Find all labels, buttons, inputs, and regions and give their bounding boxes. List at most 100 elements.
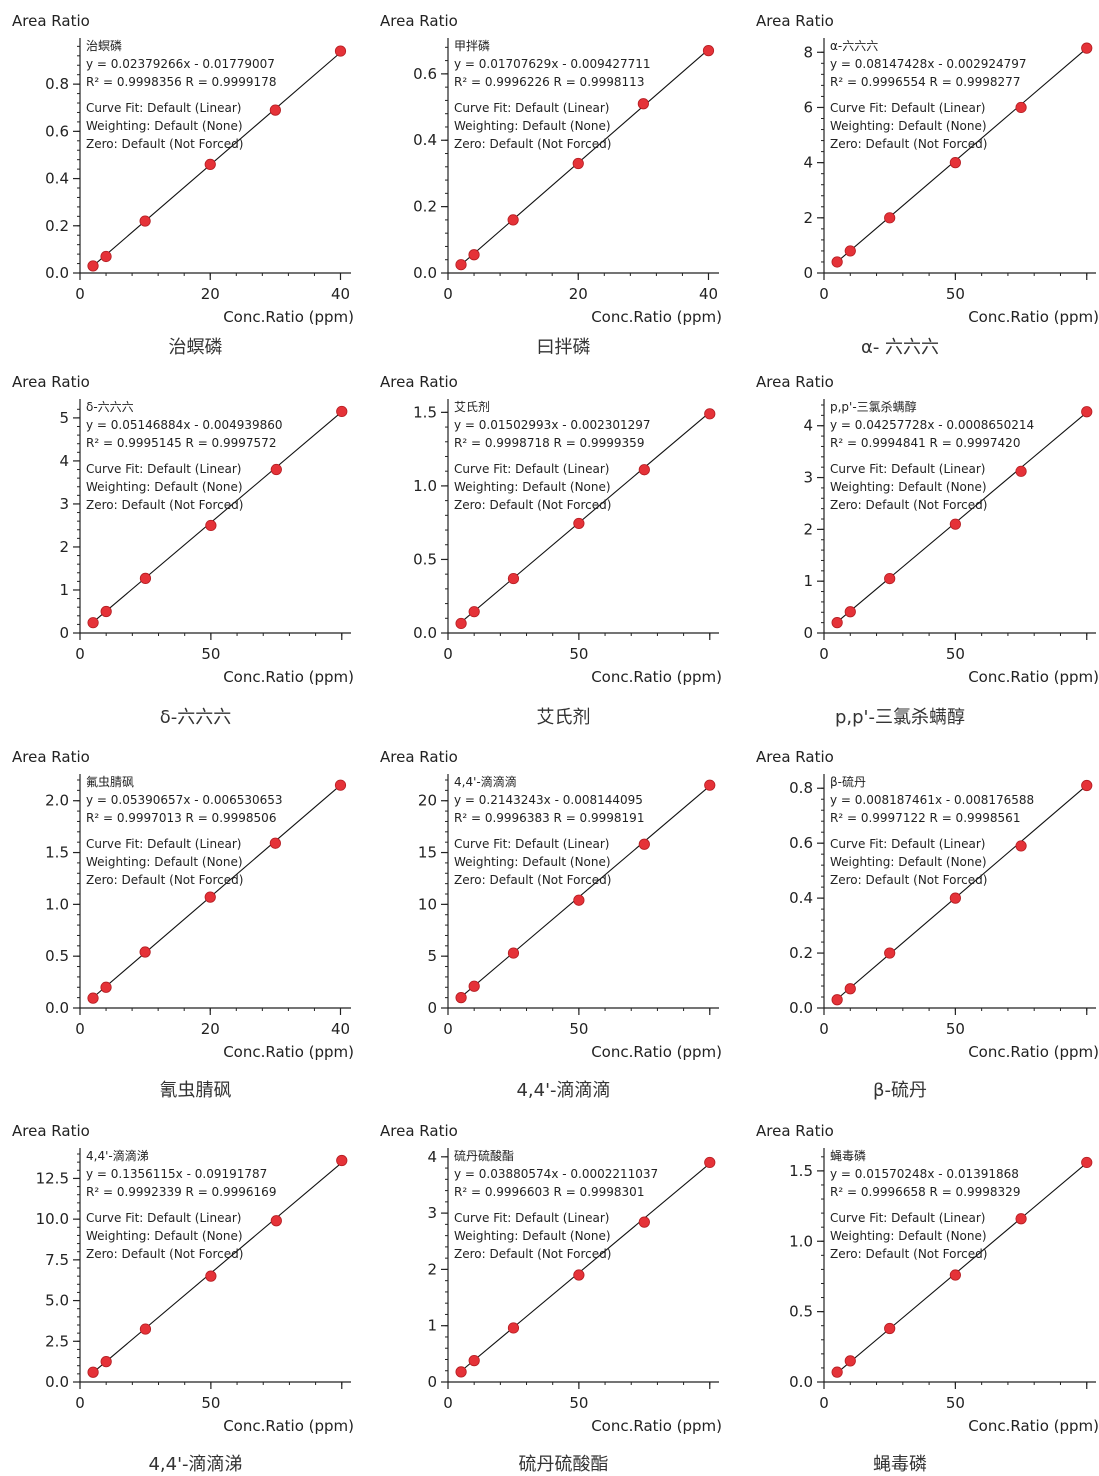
x-tick-label: 20 — [201, 285, 220, 303]
y-tick-label: 20 — [418, 792, 437, 810]
x-axis-title: Conc.Ratio (ppm) — [968, 668, 1099, 686]
x-tick-label: 50 — [946, 1020, 965, 1038]
fit-info-line: Zero: Default (Not Forced) — [454, 873, 611, 887]
data-point — [205, 1270, 217, 1282]
panel-caption: p,p'-三氯杀螨醇 — [835, 707, 965, 728]
y-tick-label: 0.0 — [45, 1373, 69, 1391]
chart-panel-6: 0 1 2 3 4 0 50 Area Ratio Conc.Ratio (ppm) p,p'-三… — [756, 373, 1099, 728]
y-tick-label: 1 — [803, 572, 813, 590]
data-point — [638, 464, 650, 476]
y-axis-title: Area Ratio — [756, 1122, 834, 1140]
compound-label: p,p'-三氯杀螨醇 — [830, 399, 917, 414]
y-axis-title: Area Ratio — [12, 1122, 90, 1140]
x-tick-label: 0 — [75, 1020, 85, 1038]
y-tick-label: 3 — [803, 469, 813, 487]
x-tick-label: 0 — [443, 645, 453, 663]
y-tick-label: 2.0 — [45, 792, 69, 810]
y-tick-label: 0.5 — [413, 550, 437, 568]
data-point — [884, 572, 896, 585]
y-tick-label: 2 — [427, 1260, 437, 1278]
y-tick-label: 0.5 — [789, 1303, 813, 1321]
y-tick-label: 5 — [427, 947, 437, 965]
data-point — [573, 894, 585, 906]
fit-info-line: Weighting: Default (None) — [86, 119, 243, 133]
data-point — [704, 1156, 716, 1169]
y-tick-label: 0.5 — [45, 947, 69, 965]
chart-panel-12: 0.0 0.5 1.0 1.5 0 50 Area Ratio Conc.Ratio (ppm… — [756, 1122, 1099, 1475]
y-axis-title: Area Ratio — [756, 748, 834, 766]
y-tick-label: 0.0 — [413, 624, 437, 642]
fit-equation: y = 0.01707629x - 0.009427711 — [454, 57, 651, 71]
panel-caption: 4,4'-滴滴涕 — [148, 1454, 242, 1475]
data-point — [831, 256, 843, 268]
chart-panel-10: 0.0 2.5 5.0 7.5 10.0 12.5 0 50 Area Ratio Conc.Ra… — [12, 1122, 354, 1475]
data-point — [204, 891, 216, 903]
data-point — [204, 158, 216, 171]
x-axis-title: Conc.Ratio (ppm) — [968, 308, 1099, 326]
data-point — [831, 994, 843, 1006]
y-tick-label: 10 — [418, 895, 437, 913]
y-tick-label: 1 — [59, 581, 69, 599]
regression-line — [832, 46, 1089, 266]
data-point — [949, 157, 961, 169]
fit-info-line: Weighting: Default (None) — [830, 855, 987, 869]
x-axis-title: Conc.Ratio (ppm) — [223, 1417, 354, 1435]
data-point — [1081, 42, 1093, 54]
data-point — [87, 992, 99, 1004]
chart-panel-7: 0.0 0.5 1.0 1.5 2.0 0 20 40 Area Ratio Conc.Ratio… — [12, 748, 354, 1101]
y-axis-title: Area Ratio — [756, 12, 834, 30]
fit-equation: y = 0.008187461x - 0.008176588 — [830, 793, 1034, 807]
y-tick-label: 0.4 — [413, 131, 437, 149]
fit-info-line: Zero: Default (Not Forced) — [830, 498, 987, 512]
y-tick-label: 2 — [803, 520, 813, 538]
fit-info-line: Zero: Default (Not Forced) — [830, 1247, 987, 1261]
x-axis-title: Conc.Ratio (ppm) — [223, 308, 354, 326]
chart-panel-9: 0.0 0.2 0.4 0.6 0.8 0 50 Area Ratio Conc.Ratio (… — [756, 748, 1099, 1101]
panel-caption: δ-六六六 — [160, 707, 232, 728]
y-tick-label: 3 — [59, 495, 69, 513]
y-tick-label: 8 — [803, 43, 813, 61]
fit-info-line: Curve Fit: Default (Linear) — [86, 1211, 241, 1225]
y-tick-label: 0.4 — [45, 170, 69, 188]
y-axis-title: Area Ratio — [380, 12, 458, 30]
y-tick-label: 0 — [427, 999, 437, 1017]
y-tick-label: 1.0 — [789, 1232, 813, 1250]
r-squared: R² = 0.9996554 R = 0.9998277 — [830, 75, 1020, 89]
compound-label: 蝇毒磷 — [830, 1148, 866, 1163]
fit-info-line: Curve Fit: Default (Linear) — [454, 101, 609, 115]
r-squared: R² = 0.9997013 R = 0.9998506 — [86, 811, 276, 825]
x-axis-title: Conc.Ratio (ppm) — [591, 1043, 722, 1061]
x-tick-label: 0 — [443, 285, 453, 303]
regression-line — [88, 1161, 344, 1377]
y-tick-label: 0 — [59, 624, 69, 642]
data-point — [573, 517, 585, 530]
data-point — [139, 1323, 152, 1335]
data-point — [139, 215, 151, 227]
panel-caption: 曰拌磷 — [537, 337, 591, 358]
data-point — [100, 250, 112, 263]
data-point — [1015, 1213, 1027, 1225]
fit-equation: y = 0.08147428x - 0.002924797 — [830, 57, 1027, 71]
r-squared: R² = 0.9997122 R = 0.9998561 — [830, 811, 1020, 825]
x-tick-label: 0 — [75, 1394, 85, 1412]
fit-info-line: Zero: Default (Not Forced) — [454, 498, 611, 512]
fit-info-line: Curve Fit: Default (Linear) — [86, 101, 241, 115]
y-axis-title: Area Ratio — [380, 1122, 458, 1140]
regression-line — [456, 1162, 712, 1375]
fit-info-line: Weighting: Default (None) — [454, 119, 611, 133]
fit-info-line: Weighting: Default (None) — [454, 480, 611, 494]
data-point — [637, 98, 649, 110]
fit-info-line: Weighting: Default (None) — [454, 855, 611, 869]
y-tick-label: 0.0 — [413, 264, 437, 282]
fit-info-line: Curve Fit: Default (Linear) — [454, 1211, 609, 1225]
data-point — [884, 212, 896, 224]
compound-label: 4,4'-滴滴滴 — [454, 774, 517, 789]
fit-equation: y = 0.01502993x - 0.002301297 — [454, 418, 651, 432]
data-point — [336, 405, 348, 418]
fit-info-line: Zero: Default (Not Forced) — [830, 873, 987, 887]
chart-panel-3: 0 2 4 6 8 0 50 Area Ratio Conc.Ratio (ppm) α-六六六 y… — [756, 12, 1099, 358]
r-squared: R² = 0.9996658 R = 0.9998329 — [830, 1185, 1020, 1199]
y-tick-label: 0.0 — [45, 999, 69, 1017]
y-tick-label: 1.5 — [789, 1162, 813, 1180]
